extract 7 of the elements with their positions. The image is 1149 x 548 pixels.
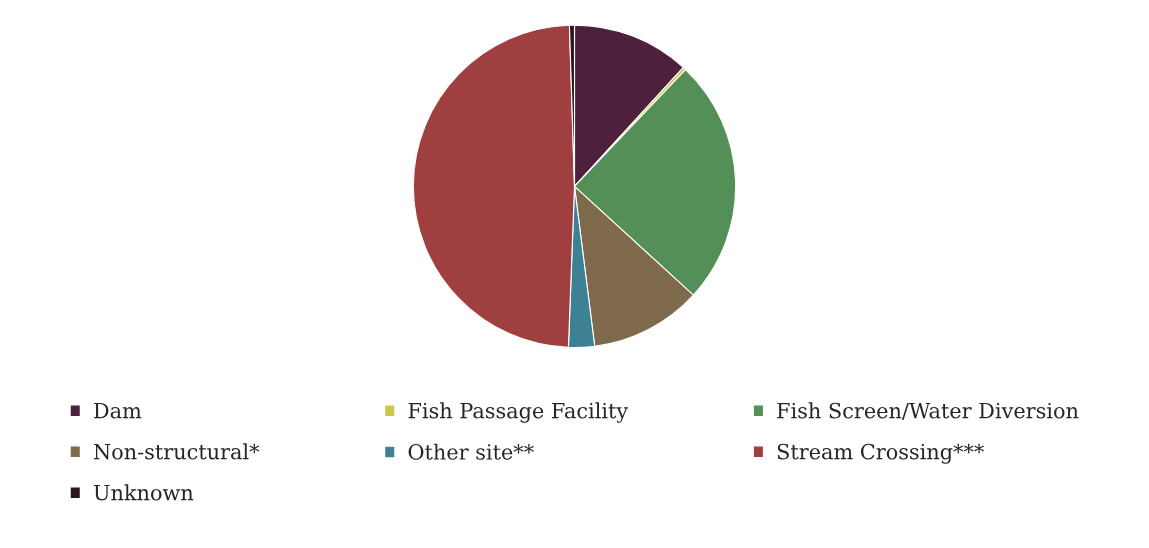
legend-label: Unknown bbox=[93, 484, 194, 501]
legend-label: Fish Passage Facility bbox=[408, 402, 629, 423]
legend-label: Other site** bbox=[408, 443, 534, 460]
legend-label: Fish Screen/Water Diversion bbox=[777, 402, 1079, 421]
legend-label: Stream Crossing*** bbox=[777, 443, 984, 464]
legend-label: Non-structural* bbox=[93, 443, 260, 460]
legend-label: Dam bbox=[94, 402, 142, 419]
